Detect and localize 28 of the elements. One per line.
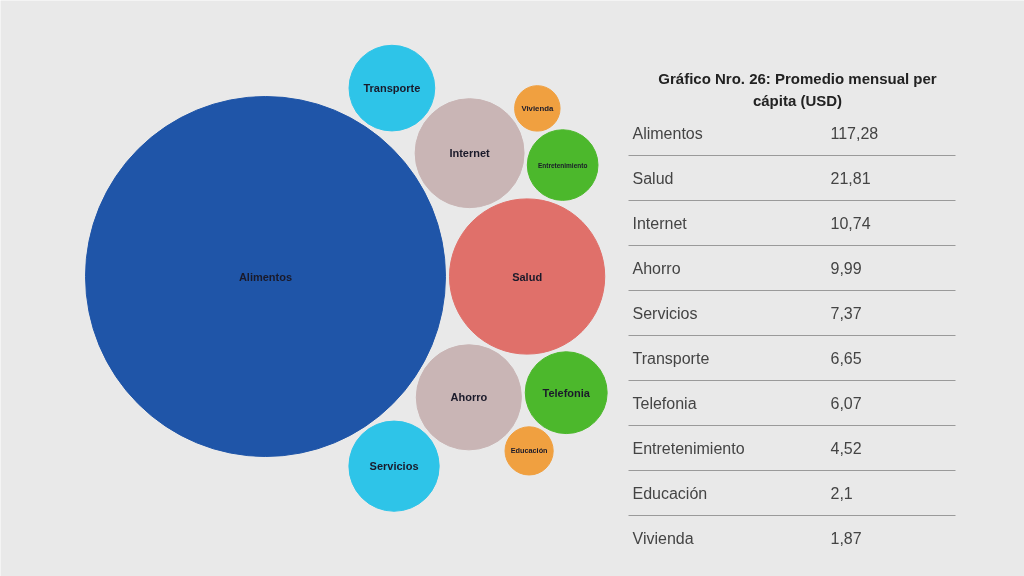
category-label: Telefonia [632, 394, 697, 412]
category-label: Entretenimiento [632, 439, 745, 457]
data-label: 1,87 [830, 530, 862, 547]
category-label: Vivienda [632, 529, 694, 547]
category-label: Transporte [363, 82, 421, 95]
data-label: 21,81 [830, 170, 871, 187]
text: Gráfico Nro. 26: Promedio mensual per cápita (USD) [658, 70, 937, 109]
category-label: Servicios [632, 304, 698, 322]
category-label: Educación [632, 484, 708, 502]
category-label: Ahorro [450, 391, 488, 404]
data-label: 9,99 [830, 260, 862, 277]
category-label: Ahorro [632, 259, 681, 277]
category-label: Alimentos [632, 124, 703, 142]
category-label: Telefonia [542, 386, 591, 399]
category-label: Internet [449, 147, 491, 160]
category-label: Internet [632, 214, 687, 232]
category-label: Alimentos [238, 270, 293, 283]
data-label: 10,74 [830, 215, 871, 232]
data-label: 7,37 [830, 305, 862, 322]
data-label: 4,52 [830, 440, 862, 457]
data-label: 6,65 [830, 350, 862, 367]
category-label: Salud [512, 270, 543, 283]
data-label: 117,28 [830, 125, 879, 142]
data-label: 2,1 [830, 485, 853, 502]
category-label: Salud [632, 169, 674, 187]
category-label: Servicios [369, 460, 419, 473]
data-label: 6,07 [830, 395, 862, 412]
category-label: Transporte [632, 349, 710, 367]
